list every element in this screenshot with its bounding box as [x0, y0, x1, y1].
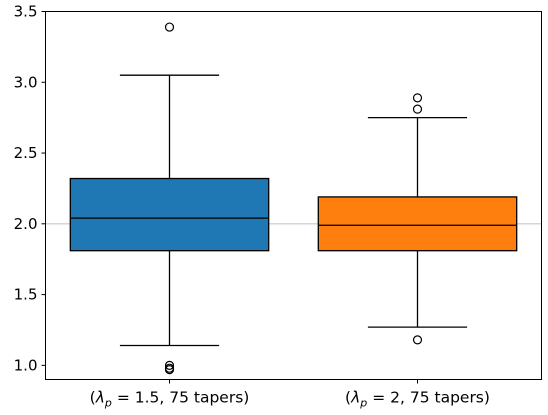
y-tick-label: 2.5 [14, 144, 38, 162]
outlier-point [164, 364, 175, 375]
x-label-suffix: = 1.5, 75 tapers) [112, 389, 249, 407]
y-tick-label: 1.0 [14, 356, 38, 374]
box-group-2 [317, 93, 518, 345]
iqr-box [69, 177, 270, 252]
boxes-layer [69, 22, 518, 375]
y-tick-label: 3.5 [14, 3, 38, 21]
x-axis: (λp = 1.5, 75 tapers) (λp = 2, 75 tapers) [90, 379, 490, 410]
box-group-1 [69, 22, 270, 375]
outlier-point [412, 335, 423, 345]
y-axis: 1.0 1.5 2.0 2.5 3.0 3.5 [14, 3, 46, 374]
y-tick-label: 3.0 [14, 73, 38, 91]
y-tick-label: 1.5 [14, 286, 38, 304]
x-label-suffix: = 2, 75 tapers) [367, 389, 490, 407]
x-tick-label: (λp = 2, 75 tapers) [345, 389, 490, 410]
x-label-prefix: ( [90, 389, 96, 407]
x-tick-label: (λp = 1.5, 75 tapers) [90, 389, 250, 410]
x-label-subscript: p [104, 397, 112, 410]
x-label-symbol: λ [350, 389, 360, 407]
outlier-point [164, 22, 175, 32]
plot-area-frame [45, 11, 542, 380]
y-tick-label: 2.0 [14, 215, 38, 233]
x-label-subscript: p [359, 397, 367, 410]
outlier-point [412, 104, 423, 114]
outlier-point [412, 93, 423, 103]
outlier-point [164, 360, 175, 370]
x-label-symbol: λ [95, 389, 105, 407]
x-label-prefix: ( [345, 389, 351, 407]
iqr-box [317, 196, 518, 252]
